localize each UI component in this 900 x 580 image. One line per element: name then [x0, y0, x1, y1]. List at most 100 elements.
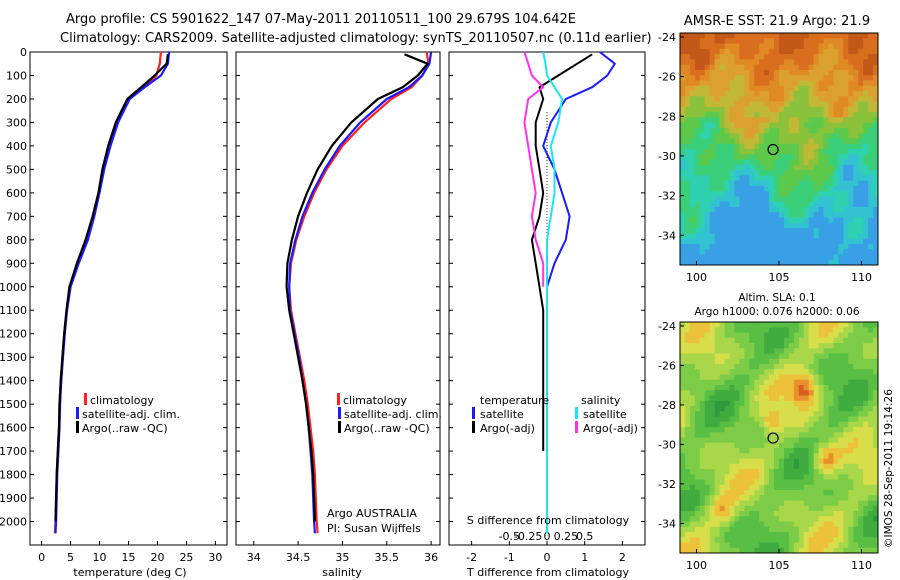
- map-cell: [684, 254, 691, 261]
- map-cell: [808, 411, 815, 418]
- map-cell: [694, 91, 701, 97]
- map-cell: [769, 490, 775, 496]
- map-cell: [843, 395, 849, 402]
- map-cell: [838, 175, 844, 182]
- map-cell: [818, 212, 825, 219]
- map-cell: [848, 374, 854, 381]
- map-cell: [684, 180, 691, 187]
- map-cell: [699, 69, 706, 76]
- map-cell: [729, 54, 736, 60]
- map-cell: [863, 117, 869, 124]
- map-cell: [783, 395, 790, 402]
- map-cell: [754, 463, 760, 470]
- map-cell: [709, 432, 716, 439]
- map-cell: [823, 411, 830, 418]
- map-cell: [704, 505, 711, 512]
- map-cell: [749, 143, 755, 150]
- map-cell: [783, 170, 790, 176]
- map-cell: [764, 453, 770, 460]
- map-cell: [694, 526, 701, 533]
- map-cell: [754, 332, 760, 339]
- map-cell: [764, 149, 770, 155]
- map-cell: [838, 80, 844, 87]
- map-cell: [754, 505, 760, 512]
- map-cell: [783, 521, 790, 528]
- map-cell: [699, 33, 706, 39]
- map-cell: [689, 416, 696, 423]
- map-cell: [853, 400, 859, 407]
- map-cell: [754, 185, 760, 192]
- map-cell: [783, 421, 790, 428]
- map-cell: [808, 170, 815, 176]
- map-cell: [680, 532, 686, 538]
- map-cell: [808, 75, 815, 82]
- map-cell: [709, 505, 716, 512]
- map-cell: [868, 112, 874, 118]
- map-cell: [734, 212, 740, 219]
- map-cell: [848, 385, 854, 391]
- y-tick-label: 100: [6, 69, 27, 82]
- map-cell: [863, 453, 869, 460]
- map-cell: [843, 374, 849, 381]
- map-cell: [833, 390, 839, 397]
- map-cell: [729, 327, 736, 334]
- map-cell: [808, 243, 815, 250]
- map-cell: [803, 112, 810, 118]
- map-cell: [843, 343, 849, 349]
- map-cell: [783, 91, 790, 97]
- map-cell: [739, 96, 745, 103]
- map-cell: [749, 442, 755, 449]
- map-cell: [684, 374, 691, 381]
- map-cell: [828, 390, 835, 397]
- map-cell: [739, 243, 745, 250]
- map-cell: [873, 374, 878, 381]
- map-cell: [833, 106, 839, 113]
- map-cell: [779, 249, 785, 256]
- map-cell: [788, 85, 795, 92]
- map-cell: [769, 395, 775, 402]
- map-cell: [873, 222, 878, 229]
- map-cell: [828, 180, 835, 187]
- map-cell: [739, 59, 745, 66]
- map-cell: [868, 547, 874, 553]
- map-cell: [689, 69, 696, 76]
- map-cell: [808, 138, 815, 145]
- map-cell: [813, 249, 820, 256]
- map-cell: [848, 133, 854, 140]
- map-cell: [793, 228, 800, 234]
- y-tick-label: -34: [658, 229, 676, 242]
- map-cell: [714, 64, 721, 71]
- map-cell: [788, 395, 795, 402]
- map-cell: [779, 490, 785, 496]
- map-cell: [798, 395, 805, 402]
- map-cell: [684, 207, 691, 213]
- map-cell: [739, 400, 745, 407]
- map-cell: [828, 249, 835, 256]
- map-cell: [754, 337, 760, 344]
- map-cell: [858, 43, 864, 50]
- map-cell: [858, 484, 864, 491]
- map-cell: [749, 106, 755, 113]
- map-cell: [729, 495, 736, 502]
- map-cell: [863, 532, 869, 538]
- map-cell: [823, 511, 830, 517]
- map-cell: [694, 547, 701, 553]
- map-cell: [749, 421, 755, 428]
- map-cell: [853, 453, 859, 460]
- map-cell: [813, 138, 820, 145]
- map-cell: [684, 243, 691, 250]
- map-cell: [744, 542, 750, 549]
- map-cell: [689, 379, 696, 386]
- map-cell: [798, 511, 805, 517]
- map-cell: [774, 327, 780, 334]
- map-cell: [729, 164, 736, 171]
- map-cell: [714, 75, 721, 82]
- map-cell: [868, 101, 874, 108]
- map-cell: [774, 521, 780, 528]
- map-cell: [724, 369, 731, 376]
- map-cell: [868, 33, 874, 39]
- map-cell: [759, 196, 765, 203]
- map-cell: [724, 159, 731, 166]
- map-cell: [769, 358, 775, 365]
- map-cell: [719, 390, 726, 397]
